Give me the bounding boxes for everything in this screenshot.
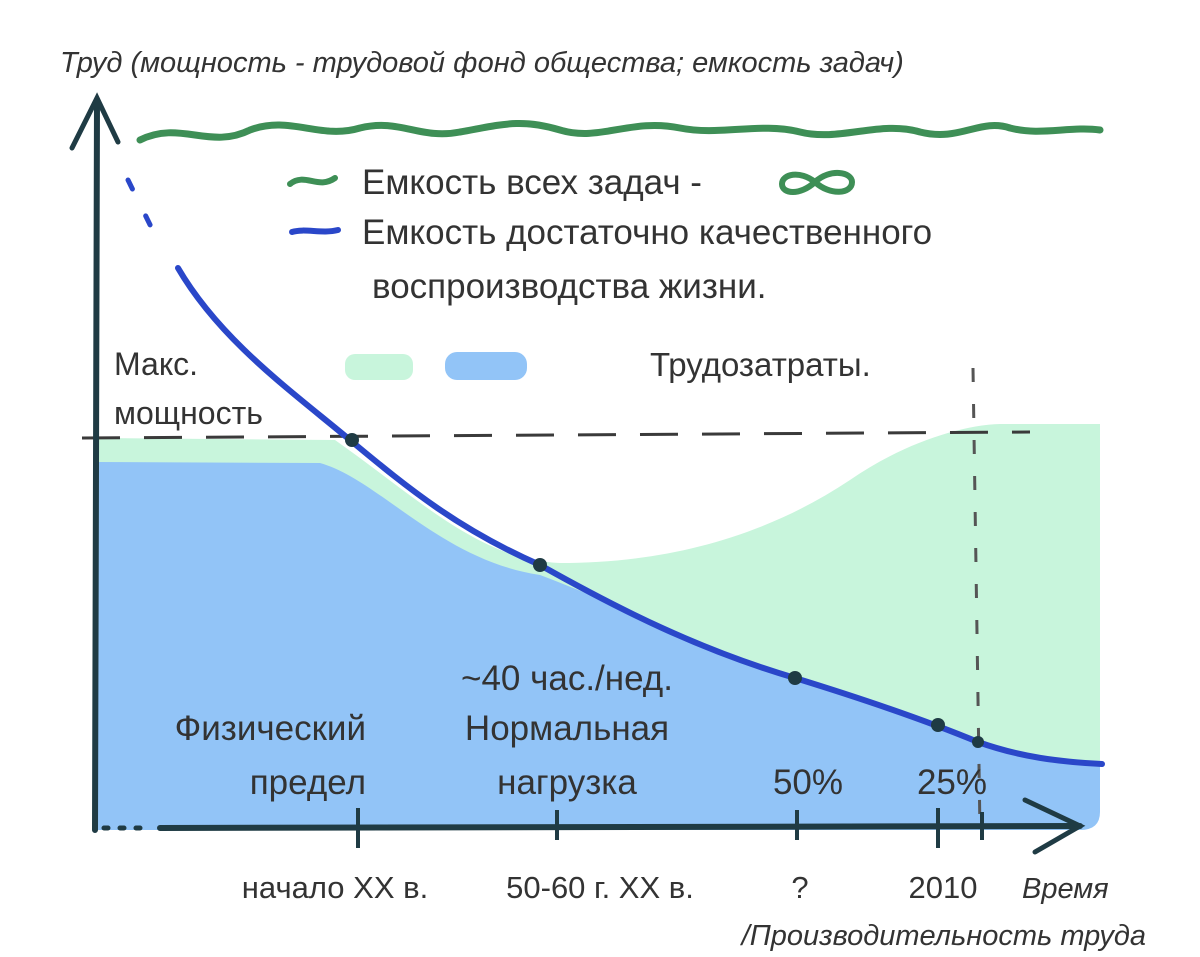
normal-load-label-line2: нагрузка (497, 763, 637, 802)
quality-curve-dash-top (125, 177, 163, 248)
infinity-icon (778, 170, 856, 195)
percent-25-label: 25% (917, 763, 987, 802)
legend-quality-label-line2: воспроизводства жизни. (372, 267, 767, 306)
x-tick-label-3: ? (791, 870, 808, 905)
legend-blue-swatch (445, 352, 527, 380)
all-tasks-wave-line (136, 120, 1104, 144)
curve-point-5 (972, 736, 984, 748)
blue-fill-area (98, 462, 1100, 830)
curve-point-1 (345, 433, 359, 447)
curve-point-4 (931, 718, 945, 732)
y-axis (92, 97, 100, 833)
x-tick-label-1: начало XX в. (242, 870, 428, 905)
normal-load-label-line1: Нормальная (465, 709, 669, 748)
vertical-dash-line-2010 (971, 367, 982, 833)
x-axis (157, 823, 1083, 831)
x-axis-arrow-icon (1022, 797, 1086, 855)
legend-quality-label-line1: Емкость достаточно качественного (362, 213, 932, 252)
x-axis-label-line1: Время (1022, 873, 1109, 905)
legend-green-wave-icon (287, 175, 338, 187)
max-power-label-line2: мощность (114, 395, 263, 431)
max-power-label-line1: Макс. (114, 346, 198, 382)
x-tick-label-2: 50-60 г. XX в. (506, 870, 694, 905)
x-axis-label-line2: /Производительность труда (740, 920, 1146, 952)
hours-per-week-label: ~40 час./нед. (461, 659, 673, 698)
y-axis-arrow-icon (69, 92, 121, 151)
x-tick-label-4: 2010 (909, 870, 978, 905)
legend-blue-line-icon (289, 227, 341, 235)
max-power-dash-line (81, 430, 1031, 440)
y-axis-label: Труд (мощность - трудовой фонд общества;… (60, 47, 904, 79)
curve-point-2 (533, 558, 547, 572)
physical-limit-label-line2: предел (250, 763, 366, 802)
physical-limit-label-line1: Физический (175, 709, 366, 748)
legend-labor-costs-label: Трудозатраты. (650, 346, 871, 383)
percent-50-label: 50% (773, 763, 843, 802)
curve-point-3 (788, 671, 802, 685)
legend-all-tasks-label: Емкость всех задач - (362, 163, 702, 202)
legend-green-swatch (345, 354, 413, 380)
